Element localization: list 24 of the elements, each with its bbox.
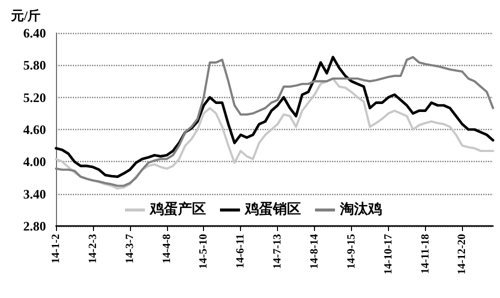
- x-tick-label: 14-5-10: [198, 234, 210, 269]
- y-tick-label: 5.80: [23, 58, 46, 73]
- y-axis-title: 元/斤: [10, 8, 41, 23]
- x-tick-label: 14-3-7: [124, 234, 136, 264]
- x-tick-label: 14-7-13: [272, 234, 284, 269]
- x-tick-label: 14-11-18: [419, 234, 432, 274]
- x-tick-label: 14-8-14: [308, 234, 321, 269]
- y-tick-label: 2.80: [23, 218, 46, 234]
- legend-label: 鸡蛋销区: [244, 202, 301, 218]
- y-tick-label: 6.40: [23, 26, 46, 40]
- x-tick-label: 14-1-2: [50, 234, 62, 264]
- x-tick-label: 14-4-8: [160, 234, 173, 264]
- x-tick-label: 14-2-3: [86, 234, 99, 264]
- y-tick-label: 4.60: [23, 122, 46, 137]
- y-tick-label: 3.40: [23, 186, 46, 202]
- x-tick-label: 14-6-11: [234, 234, 247, 268]
- y-tick-label: 5.20: [23, 90, 46, 105]
- legend-label: 淘汰鸡: [339, 202, 382, 218]
- legend-label: 鸡蛋产区: [149, 200, 206, 218]
- x-tick-label: 14-9-15: [345, 234, 358, 269]
- y-tick-label: 4.00: [23, 154, 46, 170]
- x-tick-label: 14-12-20: [456, 234, 468, 274]
- line-series: [54, 77, 494, 190]
- x-tick-label: 14-10-17: [382, 234, 394, 274]
